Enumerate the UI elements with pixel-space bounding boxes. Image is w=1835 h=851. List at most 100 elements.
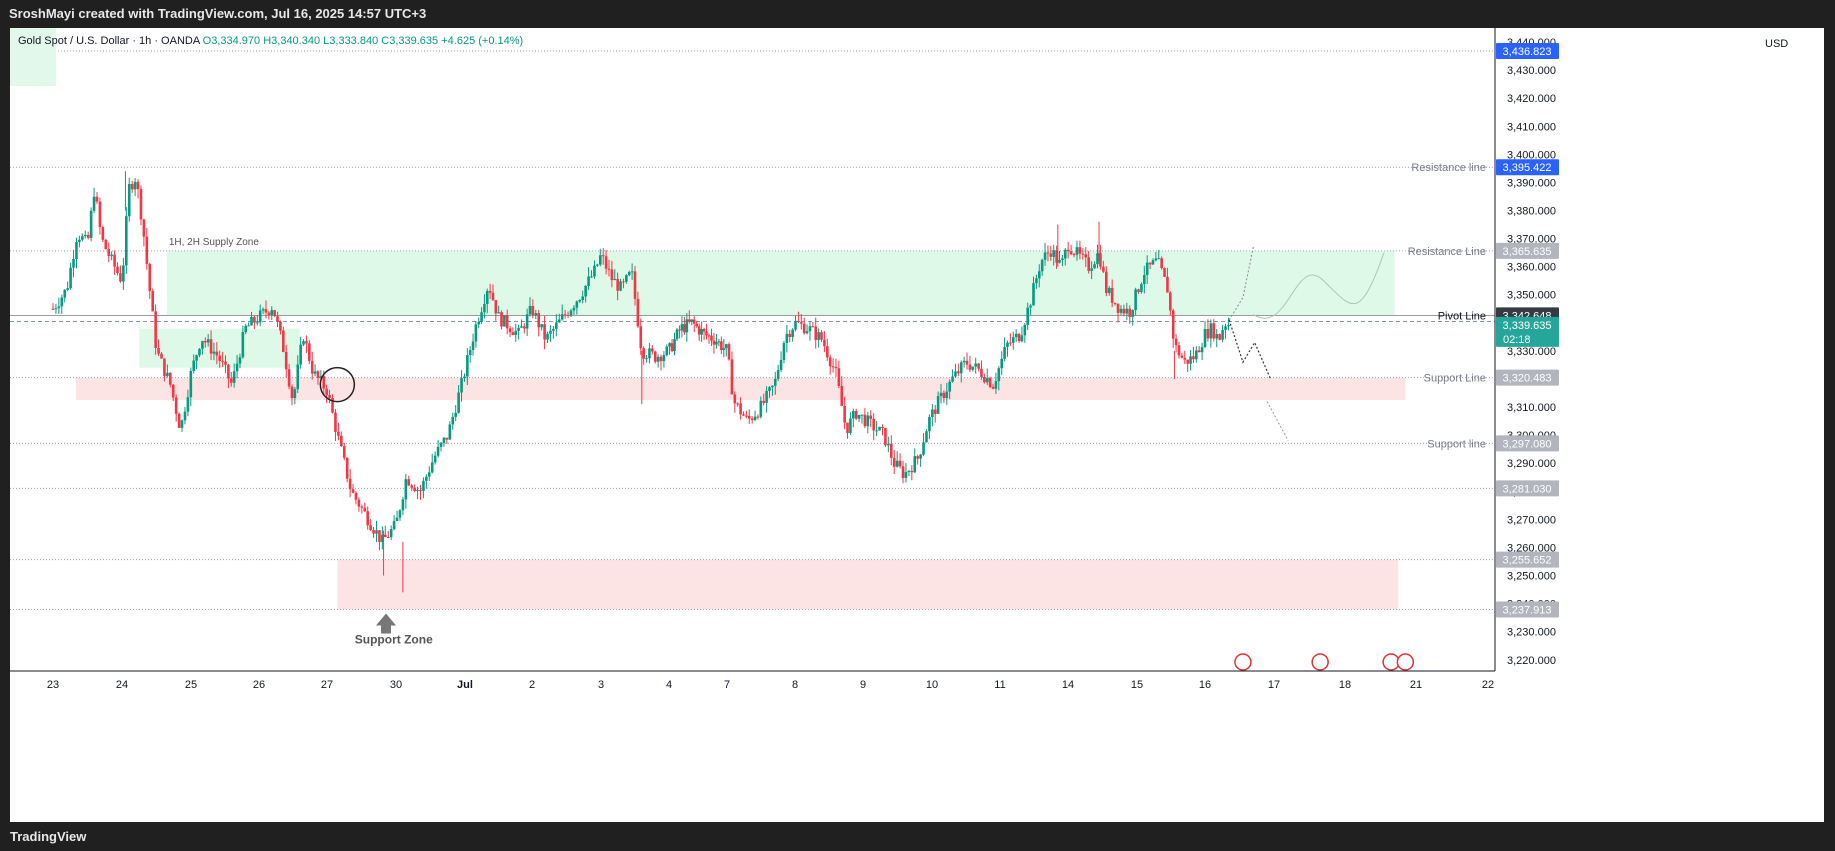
candle-body bbox=[933, 409, 937, 414]
candle-body bbox=[1174, 338, 1178, 346]
candle-body bbox=[797, 320, 800, 323]
candle-body bbox=[334, 412, 337, 432]
projection-down-path bbox=[1228, 319, 1272, 380]
candle-body bbox=[1063, 249, 1067, 259]
candle-body bbox=[1116, 303, 1120, 313]
candle-body bbox=[983, 376, 986, 383]
candle-body bbox=[997, 368, 1001, 382]
candle-body bbox=[224, 361, 227, 365]
candle-body bbox=[511, 332, 515, 336]
price-tag-8: 3,436.823 bbox=[1503, 46, 1552, 58]
candle-body bbox=[675, 329, 679, 340]
price-tag-bg-8 bbox=[1496, 42, 1559, 59]
candle-body bbox=[122, 265, 125, 282]
candle-body bbox=[1061, 258, 1064, 260]
candle-body bbox=[1157, 258, 1161, 260]
candle-body bbox=[1090, 268, 1093, 272]
candle-body bbox=[1104, 271, 1108, 293]
x-tick-label: Jul bbox=[457, 679, 473, 691]
candle-body bbox=[463, 376, 466, 379]
x-tick-label: 17 bbox=[1268, 679, 1280, 691]
candle-body bbox=[166, 372, 169, 377]
candle-body bbox=[445, 437, 449, 440]
currency-label[interactable]: USD bbox=[1765, 38, 1789, 50]
current-price-tag: 3,339.635 bbox=[1503, 320, 1552, 332]
candle-body bbox=[203, 340, 207, 343]
candle-body bbox=[477, 321, 481, 325]
candle-body bbox=[148, 263, 152, 292]
candle-body bbox=[127, 184, 131, 217]
price-tag-7: 3,237.913 bbox=[1503, 604, 1552, 616]
candle-body bbox=[636, 298, 640, 327]
ref-line-label-0: Resistance line bbox=[1411, 162, 1486, 174]
candle-body bbox=[189, 370, 193, 398]
candle-body bbox=[722, 348, 726, 351]
candle-body bbox=[779, 359, 783, 370]
us-event-icon-3 bbox=[1396, 653, 1415, 671]
price-chart[interactable]: 1H, 2H Supply Zone Support Zone Resistance… bbox=[10, 28, 1824, 822]
price-tag-3: 3,320.483 bbox=[1503, 373, 1552, 385]
candle-body bbox=[531, 306, 535, 316]
candle-body bbox=[407, 479, 411, 486]
us-event-icon-0 bbox=[1234, 653, 1252, 671]
candle-body bbox=[448, 424, 452, 440]
time-axis-bg bbox=[10, 671, 1824, 822]
candle-body bbox=[1177, 345, 1181, 356]
candle-body bbox=[919, 454, 922, 459]
chart-panel[interactable]: 1H, 2H Supply Zone Support Zone Resistance… bbox=[10, 28, 1824, 822]
candle-body bbox=[136, 181, 140, 189]
projection-lower-path bbox=[1266, 401, 1289, 441]
candle-body bbox=[183, 411, 187, 421]
candle-body bbox=[1166, 276, 1169, 293]
x-tick-label: 14 bbox=[1062, 679, 1074, 691]
tradingview-logo[interactable]: ⁡TradingView bbox=[10, 822, 86, 851]
candle-body bbox=[180, 420, 184, 428]
candle-body bbox=[427, 472, 431, 477]
candle-body bbox=[616, 278, 619, 291]
candle-body bbox=[410, 485, 413, 488]
candle-body bbox=[619, 281, 622, 291]
candle-body bbox=[154, 311, 157, 349]
candle-body bbox=[514, 330, 518, 336]
candle-body bbox=[372, 529, 375, 534]
candle-body bbox=[404, 479, 408, 500]
candle-body bbox=[974, 363, 977, 367]
candle-body bbox=[633, 271, 637, 299]
candle-body bbox=[1227, 324, 1230, 327]
x-tick-label: 7 bbox=[724, 679, 730, 691]
candle-body bbox=[1128, 308, 1132, 317]
candle-body bbox=[688, 319, 691, 322]
candle-body bbox=[81, 236, 84, 240]
candle-body bbox=[1055, 250, 1058, 263]
candle-body bbox=[1006, 342, 1009, 348]
candle-body bbox=[1125, 308, 1129, 314]
current-price-tag-bg bbox=[1496, 316, 1559, 347]
candle-body bbox=[1145, 262, 1149, 275]
candle-body bbox=[238, 357, 242, 364]
candle-body bbox=[206, 339, 210, 343]
candle-body bbox=[491, 292, 495, 301]
candle-body bbox=[971, 366, 975, 370]
candle-body bbox=[991, 386, 995, 389]
candle-body bbox=[98, 201, 102, 228]
candle-body bbox=[768, 387, 771, 391]
candle-body bbox=[270, 310, 274, 315]
candle-body bbox=[534, 313, 538, 316]
candle-body bbox=[113, 254, 116, 267]
candle-body bbox=[1072, 254, 1076, 256]
candle-body bbox=[1186, 359, 1189, 364]
candle-body bbox=[54, 308, 58, 310]
candle-body bbox=[340, 435, 343, 447]
candle-body bbox=[705, 331, 708, 336]
candle-body bbox=[1009, 342, 1012, 344]
candle-body bbox=[773, 378, 777, 386]
candle-body bbox=[457, 392, 460, 413]
candle-body bbox=[1154, 258, 1158, 261]
candle-body bbox=[695, 323, 698, 327]
candle-body bbox=[201, 340, 204, 349]
candle-body bbox=[639, 326, 643, 349]
candle-body bbox=[279, 321, 282, 331]
candle-body bbox=[805, 331, 809, 334]
candle-body bbox=[169, 372, 172, 385]
candle-body bbox=[904, 471, 908, 478]
